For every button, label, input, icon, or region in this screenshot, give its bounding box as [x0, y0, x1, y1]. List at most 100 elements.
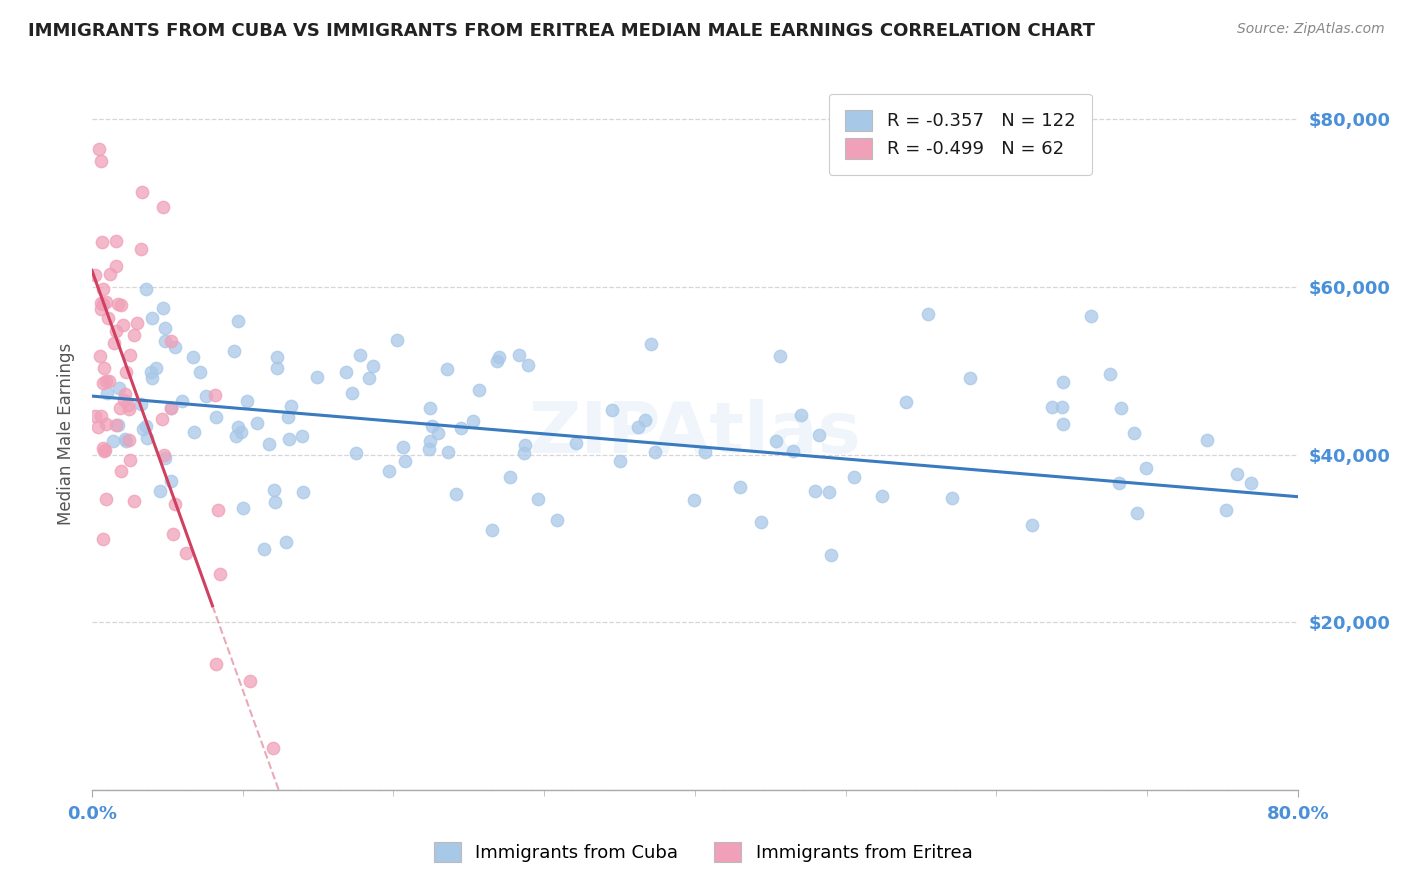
Point: [152, 301, 174, 315]
Point: [782, 444, 804, 458]
Legend: Immigrants from Cuba, Immigrants from Eritrea: Immigrants from Cuba, Immigrants from Er…: [426, 834, 980, 870]
Point: [959, 371, 981, 385]
Point: [93, 443, 115, 458]
Point: [235, 393, 257, 408]
Point: [139, 365, 162, 379]
Point: [488, 351, 510, 365]
Point: [160, 475, 183, 489]
Point: [108, 401, 131, 415]
Point: [107, 297, 129, 311]
Point: [91, 235, 114, 249]
Point: [818, 485, 841, 500]
Point: [259, 437, 281, 451]
Point: [205, 410, 228, 425]
Point: [153, 448, 176, 462]
Point: [730, 480, 752, 494]
Point: [115, 434, 138, 448]
Point: [103, 434, 125, 449]
Point: [111, 318, 134, 333]
Point: [644, 445, 666, 459]
Point: [276, 535, 298, 549]
Point: [357, 371, 380, 385]
Point: [87, 419, 110, 434]
Point: [145, 360, 167, 375]
Point: [335, 365, 357, 379]
Point: [104, 260, 127, 274]
Point: [1240, 476, 1263, 491]
Point: [97, 374, 120, 388]
Point: [280, 399, 302, 413]
Point: [208, 566, 231, 581]
Point: [93, 360, 115, 375]
Point: [148, 483, 170, 498]
Point: [444, 487, 467, 501]
Point: [104, 234, 127, 248]
Point: [225, 429, 247, 443]
Point: [153, 334, 176, 349]
Point: [292, 485, 315, 500]
Point: [204, 657, 226, 671]
Point: [870, 489, 893, 503]
Point: [90, 301, 112, 316]
Point: [693, 444, 716, 458]
Point: [239, 674, 262, 689]
Point: [114, 432, 136, 446]
Point: [609, 453, 631, 467]
Text: IMMIGRANTS FROM CUBA VS IMMIGRANTS FROM ERITREA MEDIAN MALE EARNINGS CORRELATION: IMMIGRANTS FROM CUBA VS IMMIGRANTS FROM …: [28, 22, 1095, 40]
Point: [93, 376, 115, 390]
Point: [264, 495, 287, 509]
Point: [232, 500, 254, 515]
Point: [820, 549, 842, 563]
Point: [135, 282, 157, 296]
Point: [153, 321, 176, 335]
Point: [183, 425, 205, 439]
Point: [122, 494, 145, 508]
Point: [98, 268, 121, 282]
Point: [253, 541, 276, 556]
Point: [90, 409, 112, 424]
Point: [463, 414, 485, 428]
Point: [94, 492, 117, 507]
Point: [96, 374, 118, 388]
Point: [90, 295, 112, 310]
Point: [118, 433, 141, 447]
Point: [127, 316, 149, 330]
Point: [181, 351, 204, 365]
Point: [162, 527, 184, 541]
Point: [222, 343, 245, 358]
Point: [513, 438, 536, 452]
Point: [1040, 400, 1063, 414]
Point: [108, 381, 131, 395]
Point: [790, 408, 813, 422]
Point: [105, 324, 128, 338]
Point: [1135, 460, 1157, 475]
Point: [508, 348, 530, 362]
Point: [307, 370, 329, 384]
Point: [91, 441, 114, 455]
Point: [226, 313, 249, 327]
Point: [226, 420, 249, 434]
Point: [291, 428, 314, 442]
Point: [765, 434, 787, 449]
Point: [122, 328, 145, 343]
Point: [97, 310, 120, 325]
Point: [204, 388, 226, 402]
Point: [394, 454, 416, 468]
Point: [516, 359, 538, 373]
Point: [419, 401, 441, 415]
Point: [118, 402, 141, 417]
Point: [436, 362, 458, 376]
Point: [486, 353, 509, 368]
Point: [468, 383, 491, 397]
Point: [340, 385, 363, 400]
Point: [188, 365, 211, 379]
Point: [602, 403, 624, 417]
Point: [159, 334, 181, 349]
Point: [277, 410, 299, 425]
Point: [129, 397, 152, 411]
Point: [114, 387, 136, 401]
Point: [103, 335, 125, 350]
Point: [1215, 503, 1237, 517]
Point: [94, 294, 117, 309]
Point: [129, 242, 152, 256]
